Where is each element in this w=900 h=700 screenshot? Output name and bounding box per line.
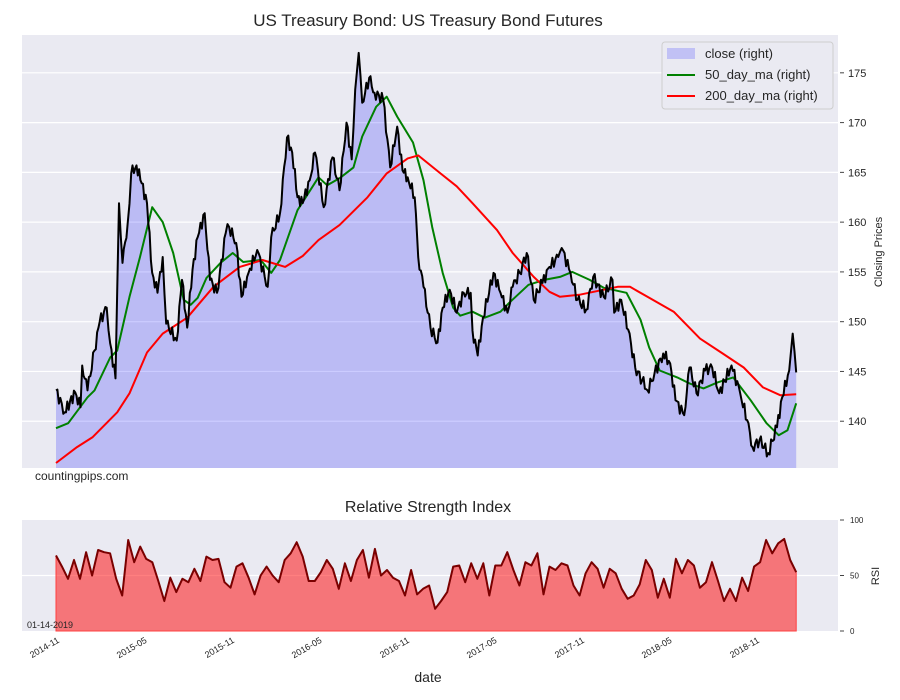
main-chart-title: US Treasury Bond: US Treasury Bond Futur… xyxy=(253,11,603,30)
x-tick-label: 2015-11 xyxy=(203,635,236,660)
y-tick-label: 175 xyxy=(848,68,866,80)
x-tick-label: 2016-05 xyxy=(290,635,324,660)
watermark-text: countingpips.com xyxy=(35,469,128,483)
rsi-tick-label: 0 xyxy=(850,627,855,636)
ma200-line xyxy=(55,154,797,464)
x-axis-label: date xyxy=(414,669,441,685)
rsi-chart-title: Relative Strength Index xyxy=(345,499,511,516)
rsi-line xyxy=(55,537,798,610)
x-tick-label: 2015-05 xyxy=(115,635,149,660)
legend: close (right) 50_day_ma (right) 200_day_… xyxy=(661,41,834,110)
y-tick-label: 170 xyxy=(848,118,866,130)
rsi-y-axis-label: RSI xyxy=(870,567,882,585)
y-tick-label: 150 xyxy=(848,317,866,329)
x-axis: 2014-11 2015-05 2015-11 2016-05 2016-11 2017-… xyxy=(28,635,761,660)
ma50-line xyxy=(55,95,798,437)
y-tick-label: 140 xyxy=(848,416,866,428)
y-tick-label: 145 xyxy=(848,366,866,378)
x-tick-label: 2017-05 xyxy=(465,635,499,660)
x-tick-label: 2017-11 xyxy=(553,635,586,660)
rsi-y-axis: 0 50 100 xyxy=(840,516,864,636)
x-tick-label: 2014-11 xyxy=(28,635,61,660)
x-tick-label: 2018-05 xyxy=(640,635,674,660)
x-tick-label: 2018-11 xyxy=(728,635,761,660)
main-y-axis-label: Closing Prices xyxy=(873,216,885,287)
main-series xyxy=(55,51,798,469)
legend-label-ma50: 50_day_ma (right) xyxy=(705,67,811,82)
rsi-tick-label: 100 xyxy=(850,516,864,525)
legend-label-ma200: 200_day_ma (right) xyxy=(705,88,818,103)
x-tick-label: 2016-11 xyxy=(378,635,411,660)
rsi-tick-label: 50 xyxy=(850,572,859,581)
legend-swatch-close xyxy=(667,48,695,59)
y-tick-label: 160 xyxy=(848,217,866,229)
close-area-fill xyxy=(56,52,797,469)
legend-box xyxy=(661,41,834,110)
y-tick-label: 155 xyxy=(848,267,866,279)
y-tick-label: 165 xyxy=(848,167,866,179)
legend-label-close: close (right) xyxy=(705,46,773,61)
rsi-date-annotation: 01-14-2019 xyxy=(27,620,73,630)
close-line xyxy=(55,51,798,458)
rsi-series xyxy=(55,537,798,632)
main-y-axis: 140 145 150 155 160 165 170 175 xyxy=(840,68,866,428)
